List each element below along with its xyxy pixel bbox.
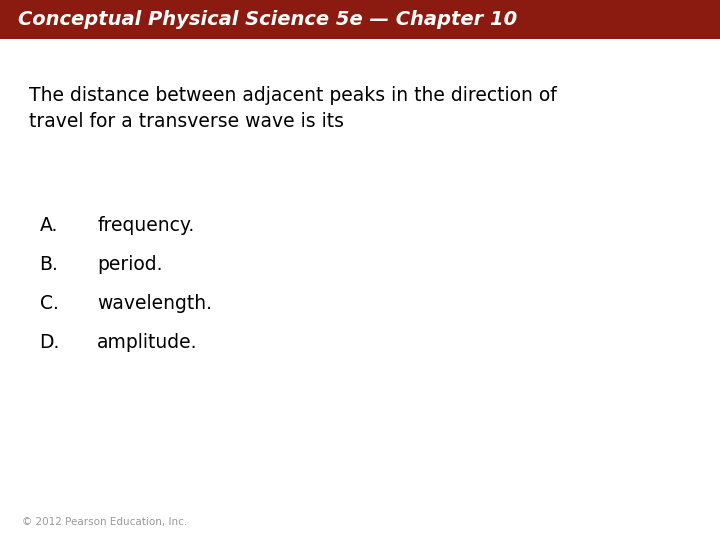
Text: wavelength.: wavelength. (97, 294, 212, 313)
Text: Conceptual Physical Science 5e — Chapter 10: Conceptual Physical Science 5e — Chapter… (18, 10, 517, 29)
Text: C.: C. (40, 294, 58, 313)
Text: amplitude.: amplitude. (97, 333, 198, 352)
Text: frequency.: frequency. (97, 216, 194, 235)
Text: The distance between adjacent peaks in the direction of
travel for a transverse : The distance between adjacent peaks in t… (29, 86, 557, 131)
FancyBboxPatch shape (0, 0, 720, 39)
Text: A.: A. (40, 216, 58, 235)
Text: D.: D. (40, 333, 60, 352)
Text: © 2012 Pearson Education, Inc.: © 2012 Pearson Education, Inc. (22, 516, 187, 526)
Text: period.: period. (97, 255, 163, 274)
Text: B.: B. (40, 255, 58, 274)
